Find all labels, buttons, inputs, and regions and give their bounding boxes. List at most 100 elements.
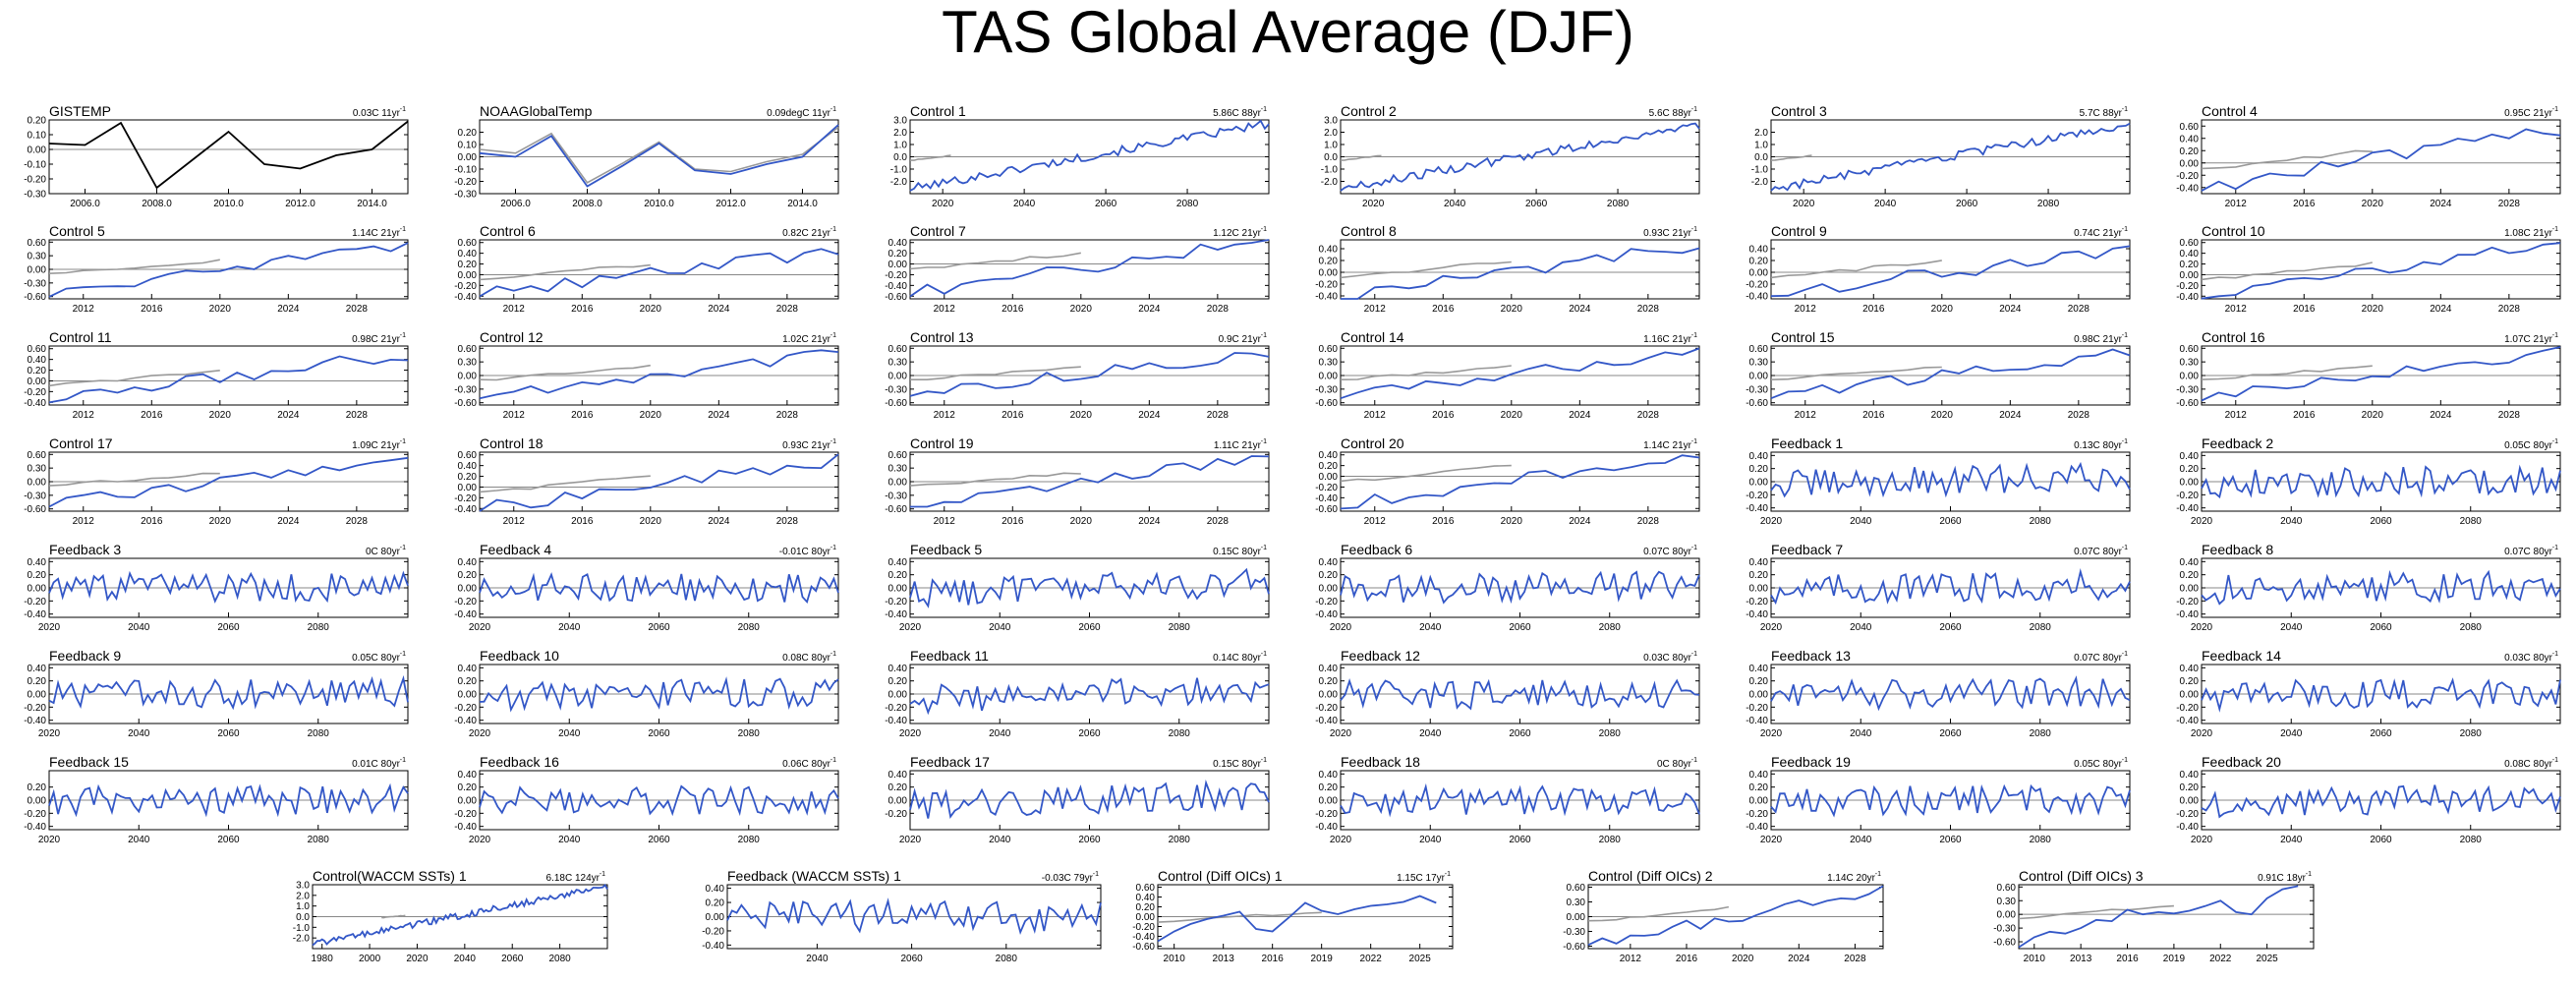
y-tick-label: 0.30: [28, 464, 47, 475]
y-tick-label: 0.60: [28, 238, 47, 249]
y-tick-label: 0.20: [458, 260, 478, 270]
x-tick-label: 2012: [2225, 304, 2248, 315]
x-tick-label: 2028: [1637, 304, 1660, 315]
chart-panel: Feedback 12 0.03C 80yr -1 0.40 0.20 0.00 -0.20…: [1315, 648, 1700, 739]
data-series: [48, 120, 409, 190]
x-tick-label: 2028: [346, 304, 369, 315]
x-tick-label: 2020: [2191, 835, 2213, 845]
y-tick-label: 0.00: [28, 265, 47, 276]
y-tick-label: 0.40: [458, 770, 478, 781]
chart-panel: Control 9 0.74C 21yr -1 0.400.200.00-0.20-0…: [1746, 223, 2131, 315]
data-series: [1770, 122, 2131, 192]
trend-unit: -1: [1691, 106, 1697, 113]
trend-label: 0.07C 80yr: [2074, 547, 2123, 557]
y-tick-label: 0.20: [1319, 676, 1339, 687]
x-tick-label: 2080: [308, 728, 330, 739]
x-tick-label: 2020: [640, 304, 662, 315]
x-tick-label: 2040: [2280, 622, 2303, 633]
chart-panel: Feedback 17 0.15C 80yr -1 0.400.20 0.00 -0.20…: [885, 754, 1270, 845]
x-tick-label: 2024: [2430, 304, 2452, 315]
x-tick-label: 2028: [2498, 304, 2521, 315]
y-tick-label: -0.20: [454, 177, 477, 188]
trend-unit: -1: [2122, 651, 2128, 658]
trend-unit: -1: [2552, 226, 2558, 233]
x-tick-label: 2040: [128, 728, 150, 739]
x-tick-label: 2012: [503, 516, 526, 527]
y-tick-label: -0.20: [2176, 809, 2199, 820]
trend-unit: -1: [2122, 226, 2128, 233]
data-series: [726, 897, 1102, 936]
y-tick-label: -0.20: [454, 493, 477, 504]
x-tick-label: 2040: [806, 954, 829, 964]
x-tick-label: 2020: [1931, 410, 1954, 421]
y-tick-label: -0.20: [2176, 703, 2199, 714]
trend-label: 1.08C 21yr: [2504, 228, 2553, 239]
y-tick-label: -0.20: [885, 597, 907, 608]
trend-label: 0.03C 80yr: [2504, 653, 2553, 664]
y-tick-label: 0.00: [458, 690, 478, 701]
trend-label: 0.07C 80yr: [2504, 547, 2553, 557]
y-tick-label: -0.10: [24, 160, 46, 171]
y-tick-label: -0.40: [1746, 822, 1768, 833]
x-tick-label: 2020: [640, 410, 662, 421]
y-tick-label: 0.20: [458, 472, 478, 483]
x-tick-label: 2020: [1070, 304, 1093, 315]
y-tick-label: 0.40: [1319, 245, 1339, 256]
y-tick-label: -0.20: [1746, 597, 1768, 608]
chart-title: Control 11: [49, 329, 112, 345]
x-tick-label: 2020: [209, 304, 232, 315]
y-tick-label: 0.00: [2180, 158, 2200, 169]
x-tick-label: 2020: [1760, 516, 1783, 527]
x-tick-label: 2060: [1078, 835, 1101, 845]
y-tick-label: 0.20: [1749, 257, 1769, 267]
y-tick-label: -0.30: [2176, 384, 2199, 395]
chart-title: Feedback 14: [2202, 648, 2281, 664]
x-tick-label: 2020: [469, 622, 491, 633]
chart-panel: Control 12 1.02C 21yr -1 0.60 0.30 0.00 -0.30 -…: [454, 329, 839, 421]
x-tick-label: 2016: [2293, 304, 2316, 315]
x-tick-label: 2080: [1169, 728, 1191, 739]
chart-title: Feedback 15: [49, 754, 129, 770]
y-tick-label: 0.40: [28, 664, 47, 674]
y-tick-label: 0.00: [28, 376, 47, 387]
y-tick-label: -0.40: [1315, 822, 1338, 833]
y-tick-label: 0.40: [458, 461, 478, 472]
trend-unit: -1: [400, 226, 406, 233]
y-tick-label: -0.40: [454, 292, 477, 303]
obs-series: [381, 914, 406, 919]
x-tick-label: 2014.0: [357, 199, 387, 209]
obs-series: [1770, 260, 1942, 279]
data-series: [2201, 242, 2561, 300]
x-tick-label: 2020: [1760, 835, 1783, 845]
chart-panel: Control 14 1.16C 21yr -1 0.60 0.30 0.00 -0.30 -…: [1315, 329, 1700, 421]
y-tick-label: 0.00: [28, 690, 47, 701]
y-tick-label: 0.00: [2180, 690, 2200, 701]
x-tick-label: 2006.0: [70, 199, 100, 209]
chart-panel: Control(WACCM SSTs) 1 6.18C 124yr -1 3.02.0…: [293, 868, 608, 964]
obs-series: [1770, 154, 1812, 161]
x-tick-label: 2060: [2370, 516, 2392, 527]
y-tick-label: -0.40: [1746, 503, 1768, 514]
obs-series: [48, 472, 220, 487]
y-tick-label: 0.20: [888, 676, 908, 687]
y-tick-label: -0.30: [454, 190, 477, 201]
trend-label: 0.07C 80yr: [1643, 547, 1692, 557]
trend-label: 0.93C 21yr: [782, 440, 831, 451]
y-tick-label: -0.20: [2176, 597, 2199, 608]
trend-unit: -1: [1261, 332, 1267, 339]
x-tick-label: 2024: [1138, 516, 1161, 527]
x-tick-label: 2080: [738, 728, 761, 739]
x-tick-label: 2024: [1999, 304, 2022, 315]
chart-panel: Feedback 8 0.07C 80yr -1 0.40 0.20 0.00 -0.20-…: [2176, 542, 2561, 633]
trend-unit: -1: [1445, 871, 1451, 878]
data-series: [2201, 128, 2561, 192]
y-tick-label: 0.00: [1319, 796, 1339, 807]
x-tick-label: 2016: [1862, 304, 1885, 315]
trend-unit: -1: [400, 757, 406, 764]
x-tick-label: 2000: [359, 954, 381, 964]
y-tick-label: 0.30: [28, 252, 47, 262]
y-tick-label: 0.00: [1319, 690, 1339, 701]
x-tick-label: 2060: [1525, 199, 1548, 209]
y-tick-label: 0.60: [1567, 883, 1586, 894]
x-tick-label: 2060: [217, 835, 240, 845]
